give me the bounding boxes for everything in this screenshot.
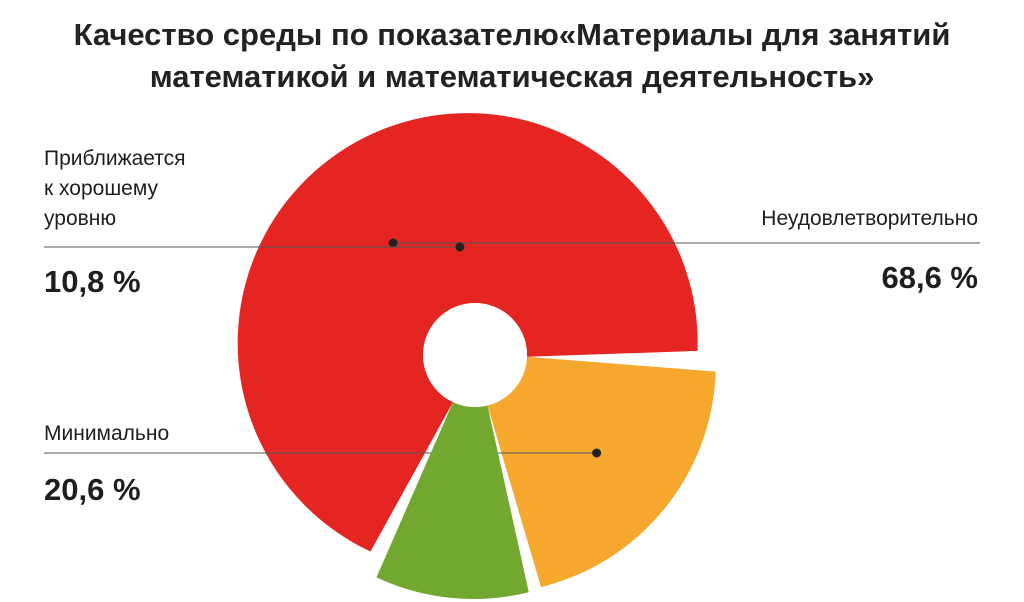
slice-label-2: Минимально — [44, 422, 169, 445]
pie-slice-1 — [237, 113, 698, 552]
slice-label-3: Приближается к хорошему уровню — [44, 147, 186, 230]
slice-value-2: 20,6 % — [44, 472, 141, 507]
pie-slice-3 — [376, 402, 529, 599]
slice-label-1: Неудовлетворительно — [761, 207, 978, 230]
slice-value-3: 10,8 % — [44, 264, 141, 299]
slice-value-1: 68,6 % — [881, 260, 978, 295]
label-dot-2 — [592, 448, 602, 458]
donut-hole — [423, 303, 527, 407]
label-dot-3 — [455, 242, 465, 252]
pie-slice-2 — [487, 356, 716, 588]
chart-title: Качество среды по показателю«Материалы д… — [73, 17, 951, 94]
label-dot-1 — [388, 238, 398, 248]
